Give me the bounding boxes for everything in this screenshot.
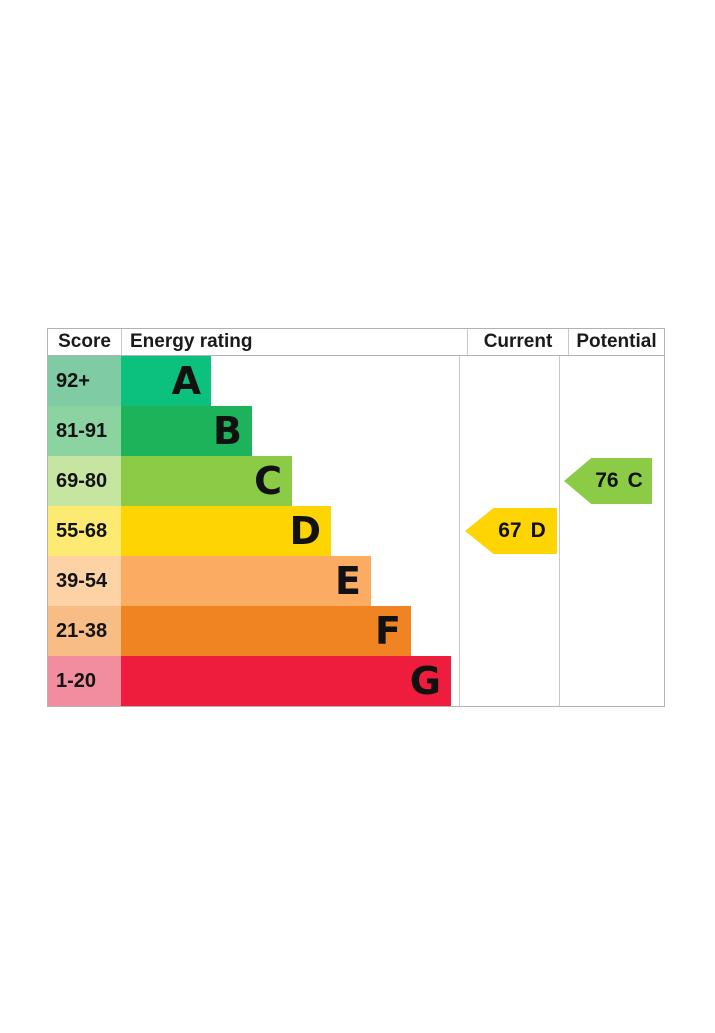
band-e-score-range: 39-54 bbox=[48, 556, 121, 606]
potential-rating-arrow: 76 C bbox=[564, 458, 652, 504]
potential-rating-value: 76 bbox=[595, 469, 619, 492]
band-row-g: 1-20 G bbox=[48, 656, 664, 706]
band-row-e: 39-54 E bbox=[48, 556, 664, 606]
current-column-header: Current bbox=[468, 329, 569, 355]
score-column-header: Score bbox=[48, 329, 122, 355]
band-b-score-range: 81-91 bbox=[48, 406, 121, 456]
band-row-a: 92+ A bbox=[48, 356, 664, 406]
band-f-score-range: 21-38 bbox=[48, 606, 121, 656]
energy-rating-column-header: Energy rating bbox=[122, 329, 468, 355]
band-row-c: 69-80 C bbox=[48, 456, 664, 506]
band-e-bar: E bbox=[121, 556, 371, 606]
band-a-score-range: 92+ bbox=[48, 356, 121, 406]
band-g-score-range: 1-20 bbox=[48, 656, 121, 706]
band-d-score-range: 55-68 bbox=[48, 506, 121, 556]
current-column-divider bbox=[459, 356, 460, 706]
potential-column-divider bbox=[559, 356, 560, 706]
chart-body: 92+ A 81-91 B 69-80 C 55-68 D 39-54 E 21… bbox=[48, 356, 664, 706]
current-rating-value: 67 bbox=[498, 519, 522, 542]
current-rating-letter: D bbox=[530, 519, 546, 542]
potential-rating-letter: C bbox=[627, 469, 643, 492]
band-c-bar: C bbox=[121, 456, 292, 506]
current-rating-arrow: 67 D bbox=[465, 508, 557, 554]
band-b-bar: B bbox=[121, 406, 252, 456]
band-f-bar: F bbox=[121, 606, 411, 656]
chart-header-row: Score Energy rating Current Potential bbox=[48, 329, 664, 356]
band-row-d: 55-68 D bbox=[48, 506, 664, 556]
band-row-f: 21-38 F bbox=[48, 606, 664, 656]
band-g-bar: G bbox=[121, 656, 451, 706]
potential-column-header: Potential bbox=[576, 331, 657, 352]
epc-rating-chart: Score Energy rating Current Potential 92… bbox=[47, 328, 665, 707]
band-c-score-range: 69-80 bbox=[48, 456, 121, 506]
band-a-bar: A bbox=[121, 356, 211, 406]
band-row-b: 81-91 B bbox=[48, 406, 664, 456]
band-d-bar: D bbox=[121, 506, 331, 556]
